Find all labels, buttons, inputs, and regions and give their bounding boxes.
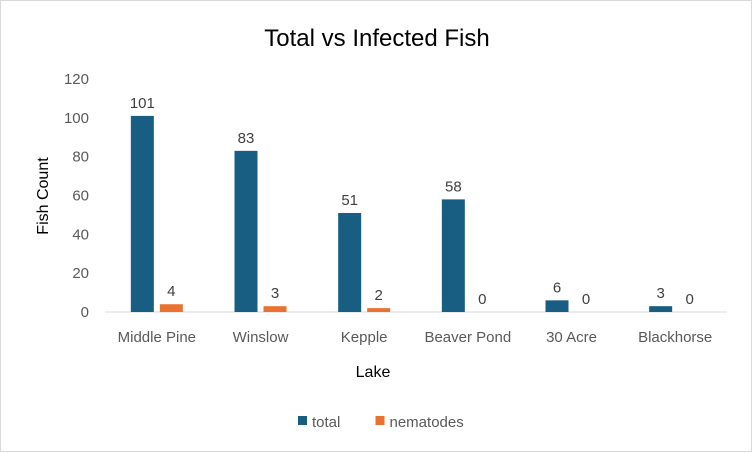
- bar-nematodes: [367, 308, 391, 312]
- data-label-nematodes: 0: [478, 291, 486, 308]
- data-label-total: 6: [553, 279, 561, 296]
- y-tick-label: 100: [64, 110, 89, 127]
- data-label-total: 101: [130, 95, 155, 112]
- legend-label-total: total: [312, 414, 340, 431]
- y-axis-title: Fish Count: [35, 157, 52, 235]
- data-label-nematodes: 0: [685, 291, 693, 308]
- y-axis: 0 20 40 60 80 100 120: [64, 71, 89, 321]
- data-label-total: 58: [445, 178, 462, 195]
- bar-total: [441, 199, 465, 312]
- bar-total: [649, 306, 673, 312]
- y-tick-label: 60: [72, 188, 89, 205]
- y-tick-label: 20: [72, 265, 89, 282]
- data-label-nematodes: 0: [582, 291, 590, 308]
- data-label-total: 3: [656, 285, 664, 302]
- data-labels: 101 83 51 58 6 3 4 3 2 0 0 0: [130, 95, 694, 308]
- data-label-nematodes: 3: [271, 285, 279, 302]
- x-tick-label: Kepple: [341, 329, 388, 346]
- x-axis-title: Lake: [356, 364, 391, 381]
- legend: total nematodes: [298, 414, 464, 431]
- x-tick-label: Blackhorse: [638, 329, 712, 346]
- bars: [130, 115, 673, 313]
- y-tick-label: 0: [81, 304, 89, 321]
- y-tick-label: 120: [64, 71, 89, 88]
- bar-total: [338, 212, 362, 312]
- bar-total: [545, 300, 569, 312]
- data-label-nematodes: 4: [167, 283, 175, 300]
- chart-title: Total vs Infected Fish: [264, 25, 489, 52]
- x-axis: Middle Pine Winslow Kepple Beaver Pond 30 Ac…: [118, 329, 713, 346]
- legend-label-nematodes: nematodes: [390, 414, 464, 431]
- bar-total: [234, 150, 258, 312]
- x-tick-label: Middle Pine: [118, 329, 196, 346]
- bar-nematodes: [263, 306, 287, 312]
- legend-swatch-nematodes: [375, 416, 385, 425]
- bar-nematodes: [159, 304, 183, 312]
- data-label-total: 83: [238, 130, 255, 147]
- legend-swatch-total: [298, 416, 307, 425]
- x-tick-label: Winslow: [233, 329, 289, 346]
- y-tick-label: 40: [72, 226, 89, 243]
- bar-total: [130, 115, 154, 313]
- y-tick-label: 80: [72, 149, 89, 166]
- x-tick-label: Beaver Pond: [424, 329, 511, 346]
- data-label-total: 51: [341, 192, 358, 209]
- x-tick-label: 30 Acre: [546, 329, 597, 346]
- data-label-nematodes: 2: [374, 287, 382, 304]
